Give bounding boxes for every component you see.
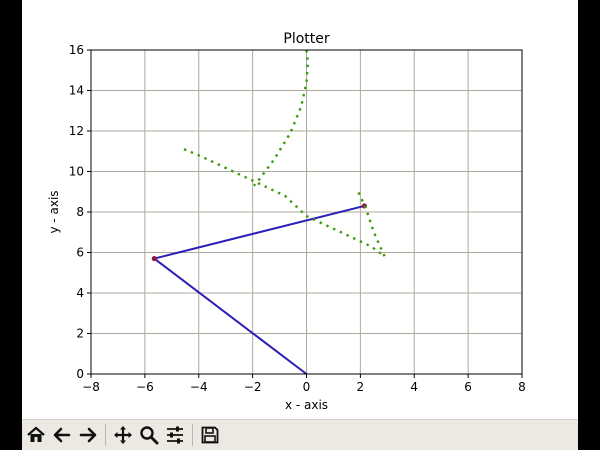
forward-button[interactable] — [76, 423, 100, 447]
move-icon — [114, 426, 132, 444]
floppy-disk-icon — [201, 426, 219, 444]
y-tick-label: 10 — [69, 165, 84, 179]
joint-marker — [151, 255, 157, 262]
x-tick-label: 2 — [357, 380, 365, 394]
configure-subplots-button[interactable] — [163, 423, 187, 447]
arrow-right-icon — [79, 427, 97, 443]
navigation-toolbar — [22, 419, 578, 450]
zoom-button[interactable] — [137, 423, 161, 447]
x-tick-label: −4 — [190, 380, 208, 394]
y-tick-label: 4 — [76, 286, 84, 300]
y-tick-label: 12 — [69, 124, 84, 138]
chart-title: Plotter — [283, 31, 329, 47]
x-tick-label: −2 — [244, 380, 262, 394]
sliders-icon — [167, 426, 183, 444]
y-axis-label: y - axis — [47, 190, 61, 233]
toolbar-separator — [192, 424, 193, 446]
y-tick-label: 8 — [76, 205, 84, 219]
series-layer — [151, 49, 388, 375]
x-axis-label: x - axis — [285, 398, 328, 412]
trace-line-1 — [253, 49, 310, 187]
toolbar-separator — [105, 424, 106, 446]
back-button[interactable] — [50, 423, 74, 447]
magnifier-icon — [140, 426, 159, 445]
plot-window: −8 −6 −4 −2 0 2 4 6 8 0 2 4 6 8 10 12 14 16 Plotter x - a… — [22, 0, 578, 450]
x-tick-label: 6 — [464, 380, 472, 394]
plot-canvas[interactable]: −8 −6 −4 −2 0 2 4 6 8 0 2 4 6 8 10 12 14 16 Plotter x - a… — [22, 0, 578, 419]
tick-layer: −8 −6 −4 −2 0 2 4 6 8 0 2 4 6 8 10 12 14 16 — [69, 43, 526, 394]
arrow-left-icon — [53, 427, 71, 443]
y-tick-label: 0 — [76, 367, 84, 381]
y-tick-label: 14 — [69, 84, 84, 98]
x-tick-label: 8 — [518, 380, 526, 394]
y-tick-label: 16 — [69, 43, 84, 57]
x-tick-label: 0 — [303, 380, 311, 394]
x-tick-label: −6 — [136, 380, 154, 394]
save-button[interactable] — [198, 423, 222, 447]
y-tick-label: 2 — [76, 327, 84, 341]
y-tick-label: 6 — [76, 246, 84, 260]
x-tick-label: 4 — [410, 380, 418, 394]
pan-button[interactable] — [111, 423, 135, 447]
home-button[interactable] — [24, 423, 48, 447]
home-icon — [27, 426, 45, 442]
plot-background — [22, 0, 578, 419]
x-tick-label: −8 — [82, 380, 100, 394]
